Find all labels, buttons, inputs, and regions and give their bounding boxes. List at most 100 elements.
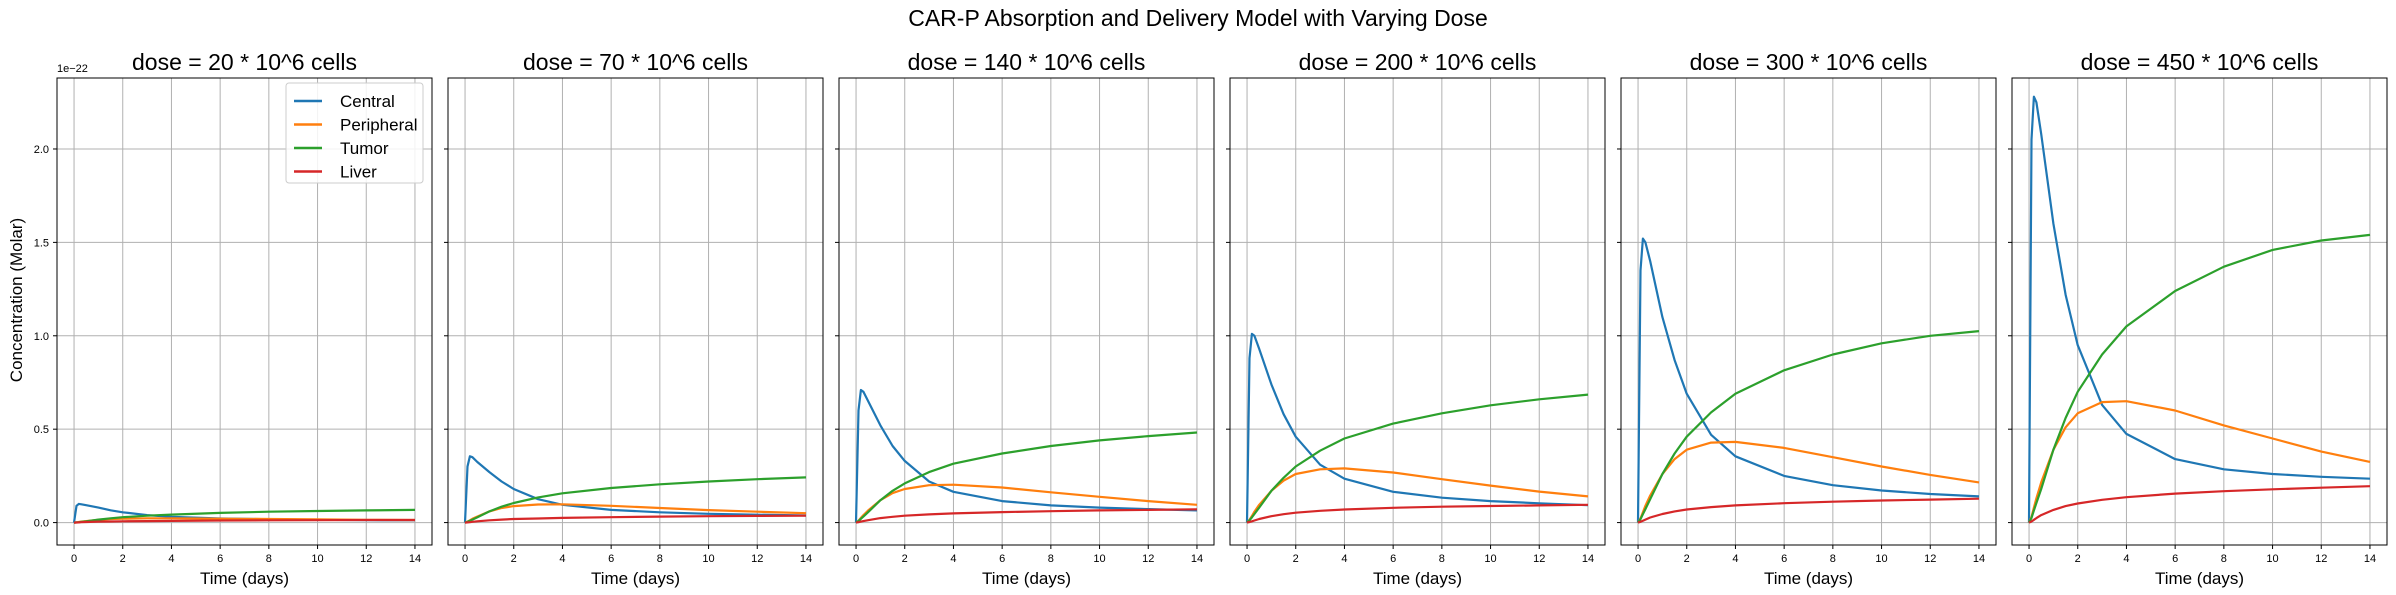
x-tick-label: 4 [168, 553, 174, 565]
plot-frame [56, 77, 433, 546]
x-tick-label: 0 [853, 553, 859, 565]
x-tick-label: 4 [1341, 553, 1347, 565]
figure-suptitle: CAR-P Absorption and Delivery Model with… [908, 5, 1488, 31]
legend-label-central: Central [340, 92, 395, 111]
x-tick-label: 2 [902, 553, 908, 565]
series-line-central [1636, 237, 1980, 523]
plot-frame [447, 77, 824, 546]
x-tick-label: 6 [1781, 553, 1787, 565]
series-line-peripheral [2027, 400, 2371, 524]
panel-6: 0 2 4 6 8 10 12 14 dose = 450 * 10^6 cells Time (… [2008, 49, 2388, 588]
x-tick-label: 8 [1830, 553, 1836, 565]
legend-label-peripheral: Peripheral [340, 116, 418, 135]
x-axis-label: Time (days) [591, 569, 680, 588]
panel-title: dose = 200 * 10^6 cells [1299, 49, 1537, 75]
series-line-tumor [855, 431, 1198, 524]
x-tick-label: 6 [999, 553, 1005, 565]
x-tick-label: 6 [217, 553, 223, 565]
x-tick-label: 12 [751, 553, 763, 565]
plot-frame [1229, 77, 1606, 546]
series-line-liver [73, 518, 415, 524]
panel-title: dose = 140 * 10^6 cells [908, 49, 1146, 75]
x-tick-label: 8 [657, 553, 663, 565]
x-tick-label: 2 [1293, 553, 1299, 565]
legend-box [285, 82, 424, 184]
x-tick-label: 2 [2075, 553, 2081, 565]
x-axis-label: Time (days) [982, 569, 1071, 588]
x-axis-label: Time (days) [1373, 569, 1462, 588]
x-tick-label: 8 [1439, 553, 1445, 565]
x-tick-label: 8 [1048, 553, 1054, 565]
x-tick-label: 4 [2123, 553, 2129, 565]
x-tick-label: 6 [1390, 553, 1396, 565]
panel-5: 0 2 4 6 8 10 12 14 dose = 300 * 10^6 cells Time (… [1617, 49, 1997, 588]
panel-3: 0 2 4 6 8 10 12 14 dose = 140 * 10^6 cells Time (… [835, 49, 1215, 588]
x-tick-label: 0 [71, 553, 77, 565]
y-tick-label: 0.0 [34, 518, 49, 530]
x-tick-label: 14 [1582, 553, 1594, 565]
x-tick-label: 0 [462, 553, 468, 565]
x-tick-label: 4 [559, 553, 565, 565]
x-tick-label: 12 [360, 553, 372, 565]
x-tick-label: 0 [1244, 553, 1250, 565]
x-tick-label: 14 [800, 553, 812, 565]
x-tick-label: 6 [608, 553, 614, 565]
x-tick-label: 2 [1684, 553, 1690, 565]
x-tick-label: 14 [2364, 553, 2376, 565]
panel-title: dose = 70 * 10^6 cells [523, 49, 748, 75]
series-line-central [2027, 95, 2371, 523]
series-line-central [1245, 332, 1589, 523]
x-tick-label: 8 [2221, 553, 2227, 565]
series-line-liver [855, 508, 1198, 524]
y-offset-label: 1e−22 [57, 63, 88, 75]
panel-title: dose = 300 * 10^6 cells [1690, 49, 1928, 75]
series-line-tumor [2028, 233, 2371, 524]
y-tick-label: 2.0 [34, 144, 49, 156]
series-line-tumor [1246, 393, 1589, 524]
x-tick-label: 2 [511, 553, 517, 565]
x-tick-label: 12 [2315, 553, 2327, 565]
x-tick-label: 12 [1533, 553, 1545, 565]
x-tick-label: 12 [1142, 553, 1154, 565]
series-line-liver [464, 514, 807, 524]
panel-title: dose = 450 * 10^6 cells [2081, 49, 2319, 75]
panel-4: 0 2 4 6 8 10 12 14 dose = 200 * 10^6 cells Time (… [1226, 49, 1606, 588]
series-line-central [463, 455, 807, 523]
panel-title: dose = 20 * 10^6 cells [132, 49, 357, 75]
series-line-liver [1246, 503, 1589, 524]
x-tick-label: 10 [1875, 553, 1887, 565]
legend: Central Peripheral Tumor Liver [285, 82, 424, 184]
x-axis-label: Time (days) [2155, 569, 2244, 588]
x-tick-label: 10 [1093, 553, 1105, 565]
x-tick-label: 8 [266, 553, 272, 565]
series-line-central [854, 388, 1198, 523]
x-tick-label: 10 [311, 553, 323, 565]
y-tick-label: 0.5 [34, 424, 49, 436]
x-tick-label: 0 [2026, 553, 2032, 565]
x-tick-label: 10 [2266, 553, 2278, 565]
x-tick-label: 14 [1973, 553, 1985, 565]
y-axis-label: Concentration (Molar) [7, 218, 26, 382]
x-tick-label: 6 [2172, 553, 2178, 565]
legend-label-tumor: Tumor [340, 139, 389, 158]
x-tick-label: 4 [950, 553, 956, 565]
x-tick-label: 10 [702, 553, 714, 565]
legend-label-liver: Liver [340, 163, 377, 182]
plot-frame [838, 77, 1215, 546]
panel-2: 0 2 4 6 8 10 12 14 dose = 70 * 10^6 cells Time (d… [444, 49, 824, 588]
series-line-tumor [464, 476, 807, 524]
panel-1: 0 2 4 6 8 10 12 14 0.0 0.5 1.0 1.5 2.0 dose = 20 * 10… [34, 49, 433, 588]
plot-frame [2011, 77, 2388, 546]
series-line-peripheral [1637, 440, 1980, 524]
x-axis-label: Time (days) [200, 569, 289, 588]
x-axis-label: Time (days) [1764, 569, 1853, 588]
x-tick-label: 4 [1732, 553, 1738, 565]
x-tick-label: 14 [409, 553, 421, 565]
series-line-tumor [1637, 330, 1980, 524]
x-tick-label: 0 [1635, 553, 1641, 565]
y-tick-label: 1.5 [34, 237, 49, 249]
series-line-liver [1637, 497, 1980, 524]
plot-frame [1620, 77, 1997, 546]
x-tick-label: 12 [1924, 553, 1936, 565]
